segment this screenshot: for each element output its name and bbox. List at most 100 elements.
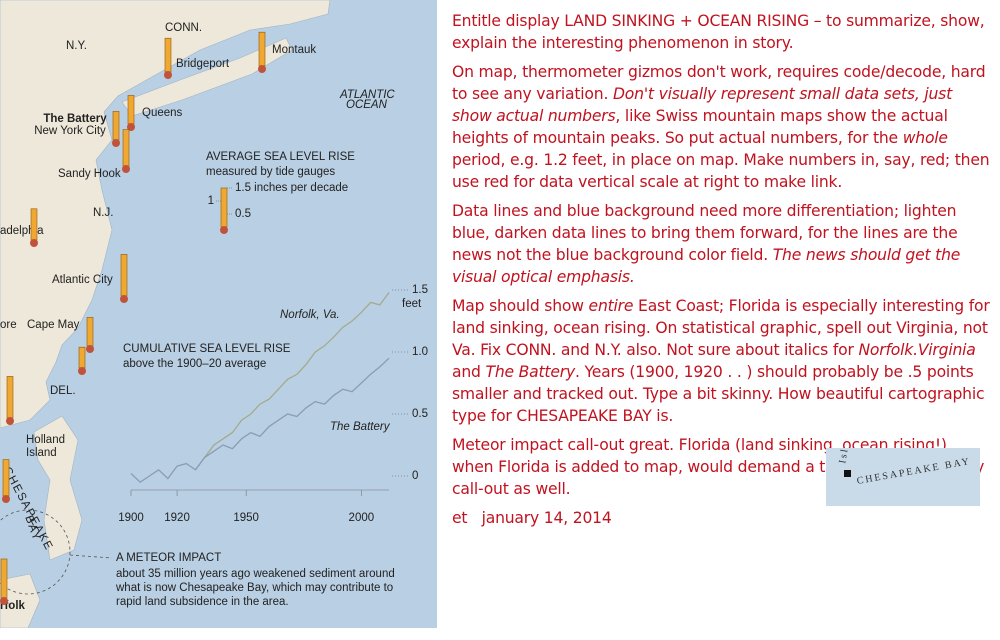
x-tick-label: 1900 [118, 512, 144, 524]
note-text: Data lines and blue background need more… [452, 202, 958, 264]
land-south [0, 573, 41, 628]
map-label: Atlantic City [52, 274, 113, 286]
gauge-bulb [258, 65, 266, 73]
map: CONN. N.Y. Montauk Bridgeport Queens The Batt… [0, 0, 437, 628]
meteor-title: A METEOR IMPACT [116, 552, 221, 564]
y-unit: feet [402, 298, 422, 310]
note-paragraph: On map, thermometer gizmos don't work, r… [452, 61, 992, 193]
gauge-tube [78, 346, 86, 369]
note-text: period, e.g. 1.2 feet, in place on map. … [452, 151, 990, 191]
map-label: Cape May [27, 319, 80, 331]
gauge-tube [6, 376, 14, 419]
inset-marker [844, 470, 851, 477]
gauge-bulb [86, 345, 94, 353]
note-text: Map should show [452, 297, 589, 315]
note-text: . Years (1900, 1920 . . ) should probabl… [452, 363, 985, 425]
x-tick-label: 1950 [233, 512, 259, 524]
note-text: , like Swiss mountain maps show the actu… [452, 107, 948, 147]
gauge-bulb [30, 239, 38, 247]
gauge-bulb [6, 417, 14, 425]
gauge-bulb [220, 226, 228, 234]
map-label: New York City [34, 125, 106, 137]
map-label: adelphia [0, 225, 44, 237]
y-tick-label: 1.5 [412, 284, 428, 296]
x-tick-label: 2000 [349, 512, 375, 524]
gauge-tube [30, 208, 38, 241]
note-text: Entitle display LAND SINKING + OCEAN RIS… [452, 12, 985, 52]
gauge-bulb [78, 367, 86, 375]
chart-subtitle: above the 1900–20 average [123, 358, 266, 370]
meteor-text: about 35 million years ago weakened sedi… [116, 568, 395, 580]
map-label: DEL. [50, 385, 76, 397]
note-text: Norfolk.Virginia [858, 341, 976, 359]
gauge-tube [0, 558, 8, 599]
legend-subtitle: measured by tide gauges [206, 166, 335, 178]
gauge-bulb [122, 165, 130, 173]
note-paragraph: Map should show entire East Coast; Flori… [452, 295, 992, 427]
note-text: whole [902, 129, 948, 147]
note-text: The Battery [485, 363, 576, 381]
map-label: Sandy Hook [58, 168, 121, 180]
meteor-circle [0, 509, 71, 595]
gauge-bulb [2, 495, 10, 503]
legend-tick-label: 1 [208, 195, 214, 207]
gauge-tube [220, 187, 228, 228]
note-paragraph: Entitle display LAND SINKING + OCEAN RIS… [452, 10, 992, 54]
inset-image: Isl CHESAPEAKE BAY [826, 448, 980, 506]
y-tick-label: 0.5 [412, 408, 428, 420]
map-label: Island [26, 447, 57, 459]
gauge-tube [164, 37, 172, 73]
chart-title: CUMULATIVE SEA LEVEL RISE [123, 343, 291, 355]
inset-label: Isl [837, 448, 851, 465]
legend-title: AVERAGE SEA LEVEL RISE [206, 151, 355, 163]
gauge-tube [122, 129, 130, 167]
gauge-bulb [0, 597, 8, 605]
notes: Entitle display LAND SINKING + OCEAN RIS… [452, 10, 992, 536]
meteor-text: rapid land subsidence in the area. [116, 596, 289, 608]
note-text: On map, thermometer gizmos don't work, r… [452, 63, 986, 103]
gauge-tube [112, 111, 120, 141]
note-text: and [452, 363, 486, 381]
map-label: Bridgeport [176, 58, 230, 70]
gauge-bulb [112, 139, 120, 147]
inset-label: CHESAPEAKE BAY [855, 456, 972, 487]
series-line [194, 292, 390, 471]
meteor-leader [69, 554, 113, 559]
legend-tick-label: 1.5 inches per decade [235, 182, 348, 194]
note-text: East Coast; Florida is especially intere… [452, 297, 990, 359]
land [0, 0, 331, 429]
gauge-bulb [127, 123, 135, 131]
gauge-tube [86, 317, 94, 347]
map-label: N.J. [93, 207, 113, 219]
note-text: Don't visually represent small data sets… [452, 85, 953, 125]
map-label: ore [0, 319, 17, 331]
map-label: The Battery [43, 113, 107, 125]
map-label: ATLANTIC [339, 89, 395, 101]
long-island [121, 37, 293, 117]
series-label: The Battery [330, 421, 391, 433]
note-text: entire [588, 297, 634, 315]
map-label: N.Y. [66, 40, 87, 52]
map-label: Queens [142, 107, 183, 119]
note-paragraph: Data lines and blue background need more… [452, 200, 992, 288]
series-label: Norfolk, Va. [280, 309, 340, 321]
y-tick-label: 0 [412, 470, 418, 482]
signature: et january 14, 2014 [452, 509, 612, 527]
peninsula [33, 415, 83, 561]
map-label: Holland [26, 434, 65, 446]
map-label: OCEAN [346, 99, 388, 111]
gauge-tube [127, 95, 135, 125]
gauge-tube [258, 31, 266, 67]
series-line [130, 357, 390, 484]
map-label: CONN. [165, 22, 202, 34]
note-text: The news should get the visual optical e… [452, 246, 961, 286]
gauge-bulb [120, 295, 128, 303]
gauge-tube [120, 254, 128, 297]
y-tick-label: 1.0 [412, 346, 428, 358]
x-tick-label: 1920 [164, 512, 190, 524]
legend-tick-label: 0.5 [235, 208, 251, 220]
map-label: Montauk [272, 44, 316, 56]
gauge-bulb [164, 71, 172, 79]
meteor-text: what is now Chesapeake Bay, which may co… [115, 582, 393, 594]
